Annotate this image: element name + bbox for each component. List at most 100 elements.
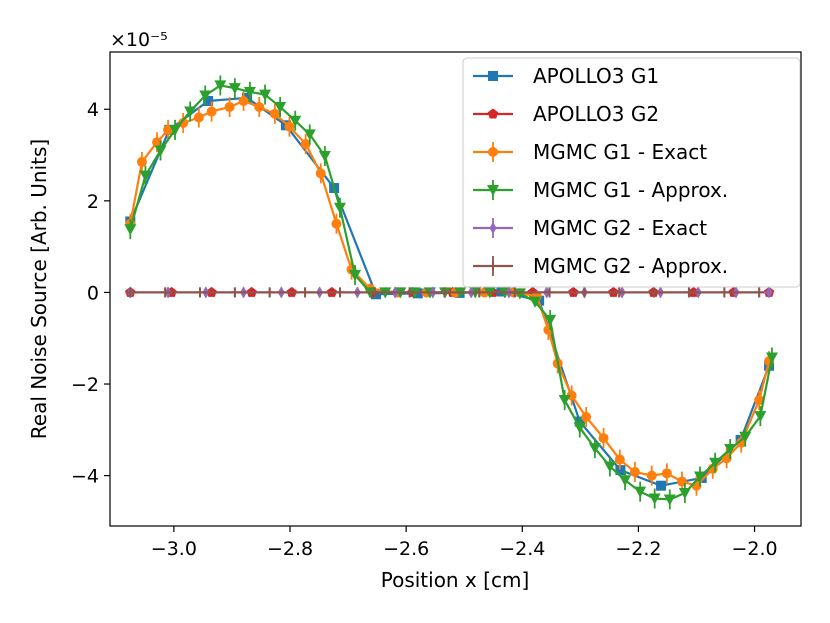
data-point (474, 287, 485, 298)
series-3 (124, 75, 778, 510)
data-point (229, 287, 240, 298)
x-axis: −3.0 −2.8 −2.6 −2.4 −2.2 −2.0 (151, 526, 778, 560)
data-point (629, 466, 640, 477)
data-point (566, 390, 577, 401)
legend-item: MGMC G2 - Exact (473, 216, 707, 240)
data-point (152, 137, 163, 148)
legend-item: APOLLO3 G2 (473, 102, 659, 126)
legend-item: APOLLO3 G1 (473, 64, 659, 88)
data-point (303, 129, 316, 141)
series-5 (125, 287, 765, 298)
data-point (136, 156, 147, 167)
data-point (588, 443, 601, 455)
y-tick-label: 2 (87, 191, 99, 213)
y-tick-label: 0 (87, 282, 99, 304)
data-point (614, 454, 625, 465)
data-point (581, 412, 592, 423)
data-point (558, 395, 571, 407)
legend-label: MGMC G2 - Exact (533, 216, 707, 240)
data-point (619, 475, 632, 487)
legend-item: MGMC G2 - Approx. (473, 254, 728, 278)
data-point (333, 202, 346, 214)
data-point (193, 112, 204, 123)
series-layer (124, 75, 778, 510)
data-point (184, 106, 197, 118)
x-tick-label: −2.2 (615, 538, 661, 560)
data-point (125, 287, 136, 298)
data-point (269, 108, 280, 119)
x-tick-label: −2.4 (499, 538, 545, 560)
data-point (693, 471, 706, 483)
data-point (663, 494, 676, 506)
data-point (656, 480, 667, 491)
data-point (509, 287, 520, 298)
data-point (683, 287, 694, 298)
legend-marker (488, 261, 498, 271)
data-point (284, 121, 295, 132)
data-point (765, 352, 778, 364)
legend-label: MGMC G1 - Exact (533, 140, 707, 164)
data-point (529, 296, 542, 308)
legend-box (462, 57, 801, 288)
data-point (259, 89, 272, 101)
y-tick-label: −2 (71, 374, 99, 396)
y-tick-label: 4 (87, 99, 99, 121)
data-point (765, 286, 773, 299)
data-point (754, 411, 767, 423)
data-point (199, 90, 212, 102)
legend-label: APOLLO3 G2 (533, 102, 659, 126)
data-point (315, 168, 326, 179)
legend-label: MGMC G2 - Approx. (533, 254, 728, 278)
data-point (615, 465, 626, 476)
legend-marker (488, 147, 498, 157)
legend-marker (487, 185, 499, 196)
data-point (214, 80, 227, 92)
data-point (331, 218, 342, 229)
data-point (195, 287, 206, 298)
data-point (238, 96, 249, 107)
data-point (544, 314, 557, 326)
data-point (739, 431, 752, 443)
data-point (404, 287, 415, 298)
data-point (614, 287, 625, 298)
y-tick-label: −4 (71, 466, 99, 488)
data-point (579, 287, 590, 298)
data-point (203, 96, 214, 107)
data-point (160, 287, 171, 298)
x-axis-label: Position x [cm] (381, 568, 530, 592)
legend-marker (489, 222, 497, 234)
data-point (154, 145, 167, 157)
y-scale-label: ×10⁻⁵ (110, 29, 168, 51)
legend-marker (487, 108, 499, 119)
y-axis-label: Real Noise Source [Arb. Units] (27, 139, 51, 439)
data-point (513, 288, 526, 300)
data-point (224, 101, 235, 112)
data-point (661, 468, 672, 479)
x-tick-label: −3.0 (151, 538, 197, 560)
data-point (243, 86, 256, 98)
data-point (169, 124, 182, 136)
data-point (300, 139, 311, 150)
data-point (736, 437, 747, 448)
data-point (754, 287, 765, 298)
data-point (754, 395, 765, 406)
data-point (264, 287, 275, 298)
data-point (300, 287, 311, 298)
legend: APOLLO3 G1 APOLLO3 G2 MGMC G1 - Exact MGMC … (462, 57, 801, 288)
data-point (544, 287, 555, 298)
data-point (573, 422, 586, 434)
data-point (289, 115, 302, 127)
data-point (139, 170, 152, 182)
plot-frame (109, 51, 802, 527)
data-point (724, 444, 737, 456)
data-point (678, 488, 691, 500)
data-point (598, 433, 609, 444)
data-point (439, 287, 450, 298)
data-point (646, 470, 657, 481)
data-point (634, 486, 647, 498)
data-point (603, 461, 616, 473)
legend-item: MGMC G1 - Exact (473, 140, 707, 164)
legend-marker (488, 71, 498, 81)
x-tick-label: −2.8 (267, 538, 313, 560)
